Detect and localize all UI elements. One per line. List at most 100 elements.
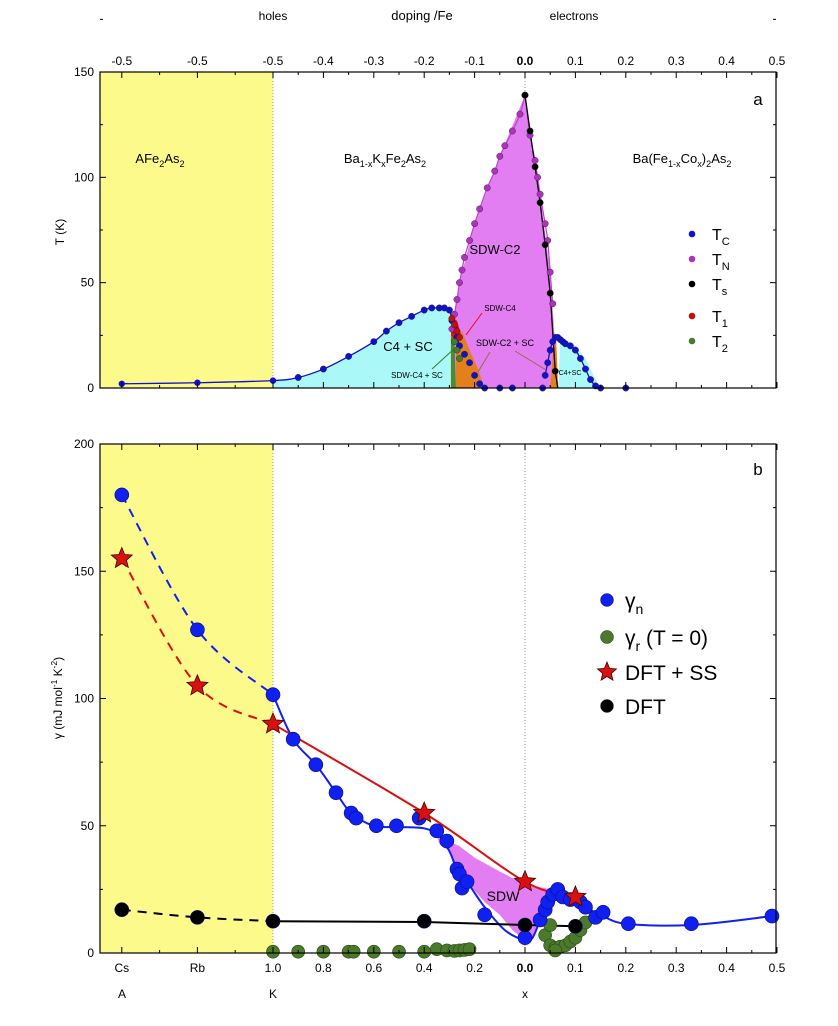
- label-part: 1-x: [668, 159, 681, 169]
- legend-subscript: C: [722, 236, 730, 248]
- point-tc: [572, 346, 579, 354]
- compound-label-afe2as2: AFe2As2: [135, 151, 184, 169]
- region-label-c4-sc-electron: C4+SC: [559, 370, 582, 377]
- point-ts: [531, 163, 539, 171]
- legend-marker: [600, 630, 614, 644]
- point-tc: [319, 365, 327, 373]
- point-tn: [466, 237, 473, 244]
- point-tn: [476, 205, 484, 213]
- compound-label-bafecoas2: Ba(Fe1-xCox)2As2: [633, 151, 732, 169]
- legend-marker: [600, 699, 614, 713]
- point-gamma-n: [621, 916, 636, 932]
- legend-symbol: T: [712, 227, 722, 244]
- point-tc: [445, 306, 453, 314]
- point-dft-ss: [185, 673, 209, 696]
- legend-suffix: (T = 0): [640, 627, 708, 650]
- point-ts: [551, 367, 559, 375]
- label-part: 2: [401, 159, 406, 169]
- alkali-band-layer: [100, 72, 526, 953]
- region-label-sdw-c4: SDW-C4: [484, 304, 516, 313]
- bottom-tick-label: 0.4: [416, 961, 433, 975]
- point-tc: [382, 327, 390, 335]
- legend-label: DFT + SS: [625, 662, 717, 685]
- point-gamma-n: [285, 731, 301, 747]
- top-axis-title: doping /Fe: [391, 8, 452, 23]
- label-part: 2: [726, 159, 731, 169]
- point-tn: [534, 173, 541, 181]
- bottom-tick-label: 0.3: [668, 961, 685, 975]
- point-gamma-n: [459, 874, 475, 890]
- legend-symbol: T: [712, 334, 722, 351]
- label-part: x: [697, 159, 702, 169]
- region-label-sdw: SDW: [487, 888, 520, 904]
- y-axis-label-bottom: γ (mJ mol-1 K-2): [49, 657, 65, 739]
- alkali-band-bottom: [100, 444, 273, 953]
- point-tc: [587, 376, 594, 383]
- point-gamma-n: [308, 757, 324, 772]
- point-t1: [456, 334, 463, 341]
- point-t2: [456, 355, 463, 362]
- point-tn: [549, 300, 557, 308]
- label-part: -2: [49, 661, 59, 669]
- region-sdw-c4-sc: [450, 335, 456, 388]
- point-t1: [451, 321, 458, 329]
- legend-label-ts: Ts: [712, 277, 728, 298]
- point-gamma-n: [764, 908, 780, 924]
- region-c4-sc: [558, 337, 601, 388]
- point-tc: [471, 371, 478, 379]
- top-tick-label: -0.1: [464, 54, 485, 68]
- leader-line: [431, 347, 456, 370]
- legend-subscript: n: [636, 601, 644, 617]
- y-tick-label: 50: [81, 276, 95, 290]
- label-part: AFe: [135, 151, 159, 166]
- bottom-tick-label: Rb: [190, 961, 206, 975]
- label-part: As: [406, 151, 422, 166]
- point-tc: [345, 352, 352, 360]
- point-ts: [526, 127, 534, 135]
- point-dft-ss: [412, 800, 436, 823]
- leader-line: [514, 350, 547, 371]
- point-gamma-n: [439, 833, 455, 849]
- point-tc: [546, 346, 554, 354]
- region-sdw-c2: [451, 95, 558, 388]
- point-tc: [582, 365, 589, 373]
- legend-label-t2: T2: [712, 334, 728, 355]
- point-t2: [453, 346, 461, 354]
- point-tn: [496, 152, 504, 160]
- region-c4-sc: [273, 307, 452, 388]
- y-tick-label: 100: [74, 170, 94, 184]
- x-group-label-a: A: [118, 987, 126, 1001]
- point-tc: [370, 338, 378, 346]
- point-gamma-n: [429, 823, 445, 839]
- point-tn: [509, 127, 516, 135]
- point-tc: [476, 380, 484, 388]
- point-t1: [448, 315, 456, 322]
- bottom-tick-label: 0.5: [769, 961, 786, 975]
- legend-subscript: s: [722, 286, 728, 298]
- legend-label-t1: T1: [712, 309, 728, 330]
- region-label-sdw-c2-sc: SDW-C2 + SC: [476, 338, 535, 348]
- point-ts: [536, 199, 544, 207]
- label-part: 2: [421, 159, 426, 169]
- point-ts: [541, 241, 549, 249]
- legend-marker-dft-ss: [596, 660, 618, 681]
- tn-curve-holes: [451, 95, 526, 330]
- point-tn: [461, 253, 468, 261]
- legend-marker-tc: [688, 230, 696, 238]
- point-tn: [501, 142, 509, 150]
- point-dft: [190, 910, 205, 925]
- point-gamma-r: [346, 944, 361, 959]
- point-dft-ss: [261, 711, 285, 734]
- labels: -0.5 -0.5 -0.5 -0.4 -0.3 -0.2 -0.1 0.0 0.1 0.2 0.3…: [49, 8, 785, 1001]
- point-dft: [568, 918, 583, 934]
- leader-line: [465, 312, 483, 336]
- point-tn: [531, 157, 539, 164]
- legend-subscript: N: [722, 261, 730, 273]
- label-part: 2: [706, 159, 711, 169]
- label-part: 2: [159, 159, 164, 169]
- point-tn: [541, 220, 549, 228]
- legend-label: γr (T = 0): [625, 627, 708, 654]
- point-gamma-n: [190, 622, 205, 638]
- bottom-tick-label: 0.1: [567, 961, 584, 975]
- point-tc: [466, 359, 473, 367]
